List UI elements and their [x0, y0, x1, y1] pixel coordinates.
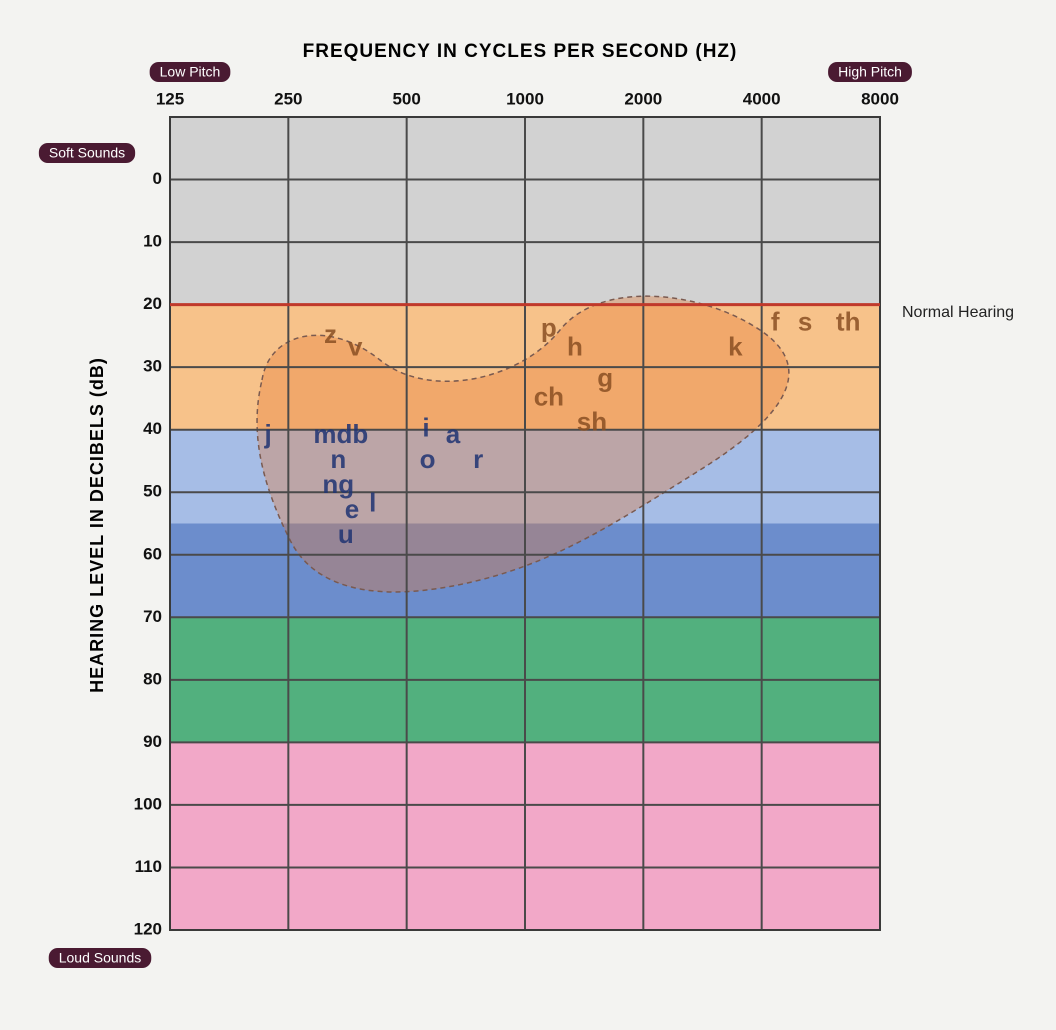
y-tick-label: 0 — [153, 169, 162, 188]
y-tick-label: 50 — [143, 482, 162, 501]
speech-sound: sh — [577, 406, 607, 436]
y-axis-label: HEARING LEVEL IN DECIBELS (dB) — [87, 357, 107, 693]
low-pitch-pill-text: Low Pitch — [160, 64, 221, 80]
normal-hearing-label: Normal Hearing — [902, 304, 1014, 321]
speech-sound: p — [541, 313, 557, 343]
x-tick-label: 125 — [156, 89, 184, 108]
speech-sound: z — [324, 319, 337, 349]
y-tick-label: 20 — [143, 294, 162, 313]
speech-sound: a — [446, 419, 461, 449]
soft-sounds-pill-text: Soft Sounds — [49, 145, 125, 161]
speech-sound: g — [597, 363, 613, 393]
high-pitch-pill: High Pitch — [828, 62, 912, 82]
x-tick-label: 250 — [274, 89, 302, 108]
speech-sound: l — [369, 488, 376, 518]
y-tick-label: 40 — [143, 419, 162, 438]
speech-sound: i — [422, 413, 429, 443]
speech-sound: r — [473, 444, 483, 474]
x-tick-label: 8000 — [861, 89, 899, 108]
page: {"chart_data": {"type": "audiogram", "ti… — [0, 0, 1056, 1030]
y-tick-label: 60 — [143, 544, 162, 563]
speech-sound: f — [771, 306, 780, 336]
speech-sound: h — [567, 331, 583, 361]
x-tick-label: 500 — [392, 89, 420, 108]
speech-sound: o — [420, 444, 436, 474]
y-tick-label: 80 — [143, 669, 162, 688]
y-tick-label: 100 — [134, 794, 162, 813]
y-tick-label: 30 — [143, 357, 162, 376]
high-pitch-pill-text: High Pitch — [838, 64, 902, 80]
speech-sound: th — [836, 306, 861, 336]
x-tick-label: 4000 — [743, 89, 781, 108]
y-tick-label: 10 — [143, 232, 162, 251]
speech-sound: k — [728, 331, 743, 361]
loud-sounds-pill-text: Loud Sounds — [59, 950, 142, 966]
speech-sound: j — [263, 419, 271, 449]
y-tick-label: 110 — [135, 857, 162, 876]
low-pitch-pill: Low Pitch — [150, 62, 231, 82]
speech-sound: s — [798, 306, 812, 336]
speech-sound: ch — [534, 381, 564, 411]
y-tick-label: 70 — [143, 607, 162, 626]
soft-sounds-pill: Soft Sounds — [39, 143, 135, 163]
chart: FREQUENCY IN CYCLES PER SECOND (HZ) HEAR… — [0, 0, 1056, 1025]
chart-title: FREQUENCY IN CYCLES PER SECOND (HZ) — [303, 41, 738, 62]
speech-sound: v — [348, 331, 363, 361]
speech-sound: u — [338, 519, 354, 549]
x-tick-label: 2000 — [624, 89, 662, 108]
loud-sounds-pill: Loud Sounds — [49, 948, 152, 968]
x-tick-label: 1000 — [506, 89, 544, 108]
y-tick-label: 120 — [134, 919, 162, 938]
y-tick-label: 90 — [143, 732, 162, 751]
